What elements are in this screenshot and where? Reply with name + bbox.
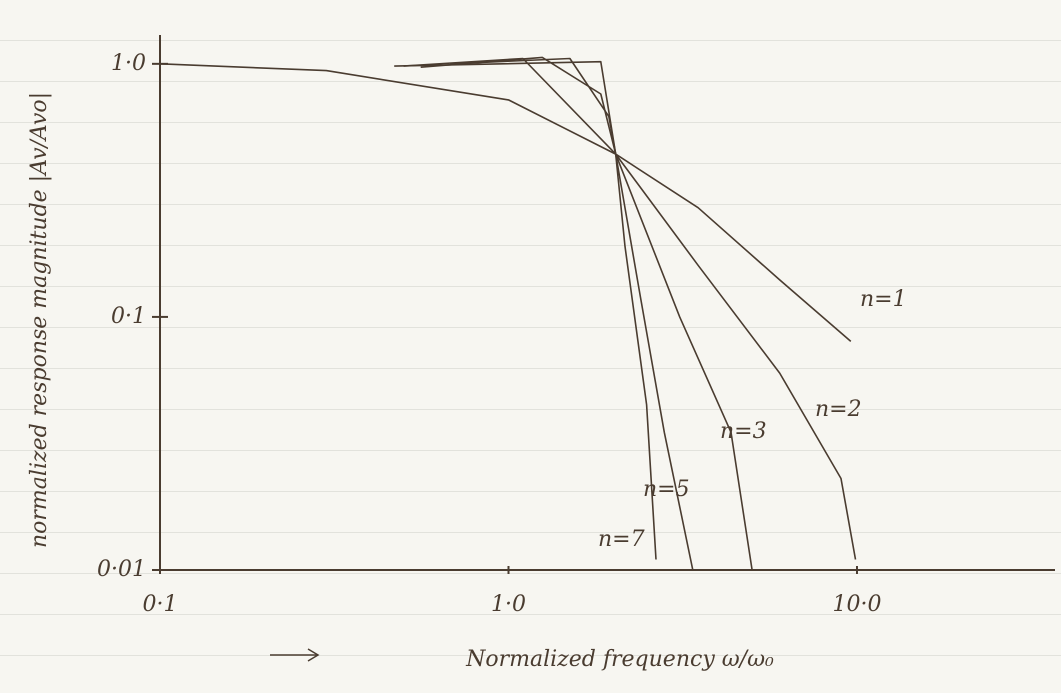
curve bbox=[394, 62, 656, 560]
y-tick-label: 1·0 bbox=[111, 51, 146, 76]
chart: normalized response magnitude |Av/Avo| N… bbox=[0, 0, 1061, 693]
curve-label: n=1 bbox=[860, 287, 907, 312]
curve bbox=[421, 57, 752, 570]
x-axis-label: Normalized frequency ω/ω₀ bbox=[465, 647, 774, 672]
y-tick-label: 0·01 bbox=[97, 557, 146, 582]
x-tick-label: 0·1 bbox=[143, 592, 178, 617]
x-tick-label: 10·0 bbox=[832, 592, 881, 617]
curve-label: n=3 bbox=[720, 419, 767, 444]
curve bbox=[404, 59, 856, 560]
y-tick-label: 0·1 bbox=[111, 304, 146, 329]
curve-label: n=2 bbox=[815, 397, 862, 422]
curve-label: n=7 bbox=[598, 527, 645, 552]
y-axis-label: normalized response magnitude |Av/Avo| bbox=[27, 92, 52, 548]
curve bbox=[160, 64, 851, 342]
curve-label: n=5 bbox=[643, 477, 690, 502]
x-tick-label: 1·0 bbox=[491, 592, 526, 617]
